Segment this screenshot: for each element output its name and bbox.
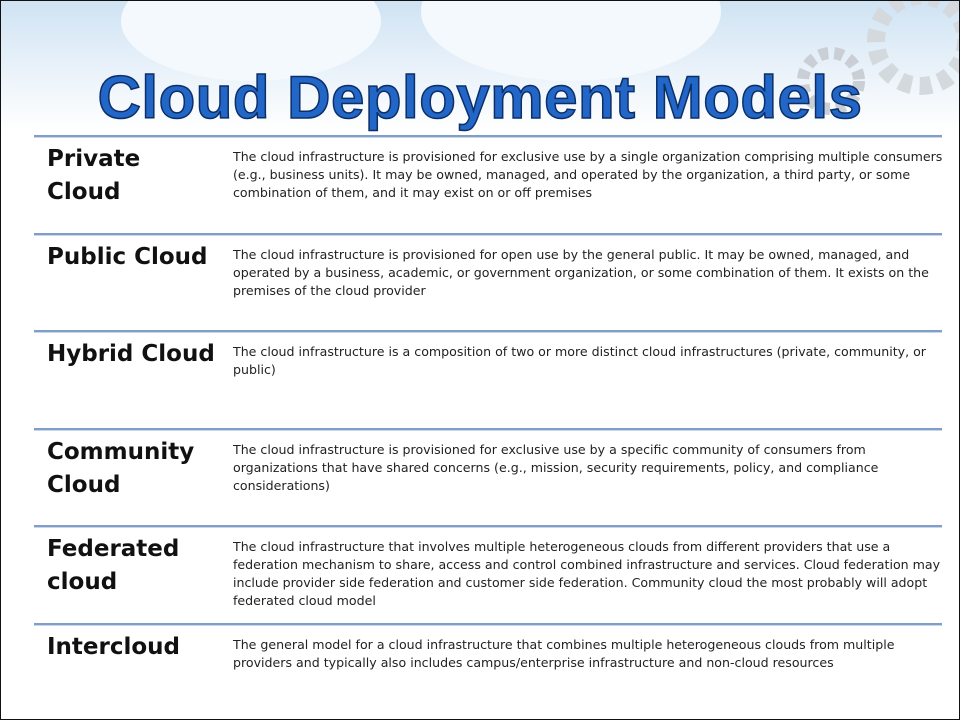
row-separator	[34, 330, 942, 334]
row-term: Community Cloud	[47, 438, 195, 498]
row-term: Private Cloud	[47, 146, 141, 205]
row-separator	[34, 623, 942, 626]
row-description: The cloud infrastructure is provisioned …	[233, 246, 929, 298]
row-separator	[34, 135, 942, 138]
row-description: The cloud infrastructure that involves m…	[233, 539, 941, 609]
row-description: The cloud infrastructure is provisioned …	[233, 149, 943, 200]
row-description: The cloud infrastructure is a compositio…	[233, 344, 926, 378]
row-term: Federated cloud	[47, 536, 180, 596]
row-term: Hybrid Cloud	[47, 341, 215, 368]
gear-decor	[797, 1, 959, 115]
row-separator	[34, 427, 942, 431]
row-separator	[34, 232, 942, 236]
row-description: The general model for a cloud infrastruc…	[233, 637, 895, 670]
title: Cloud Deployment Models	[97, 63, 863, 132]
row-term: Intercloud	[47, 634, 181, 660]
row-description: The cloud infrastructure is provisioned …	[233, 441, 879, 493]
row-separator	[34, 525, 942, 529]
row-term: Public Cloud	[47, 243, 208, 270]
